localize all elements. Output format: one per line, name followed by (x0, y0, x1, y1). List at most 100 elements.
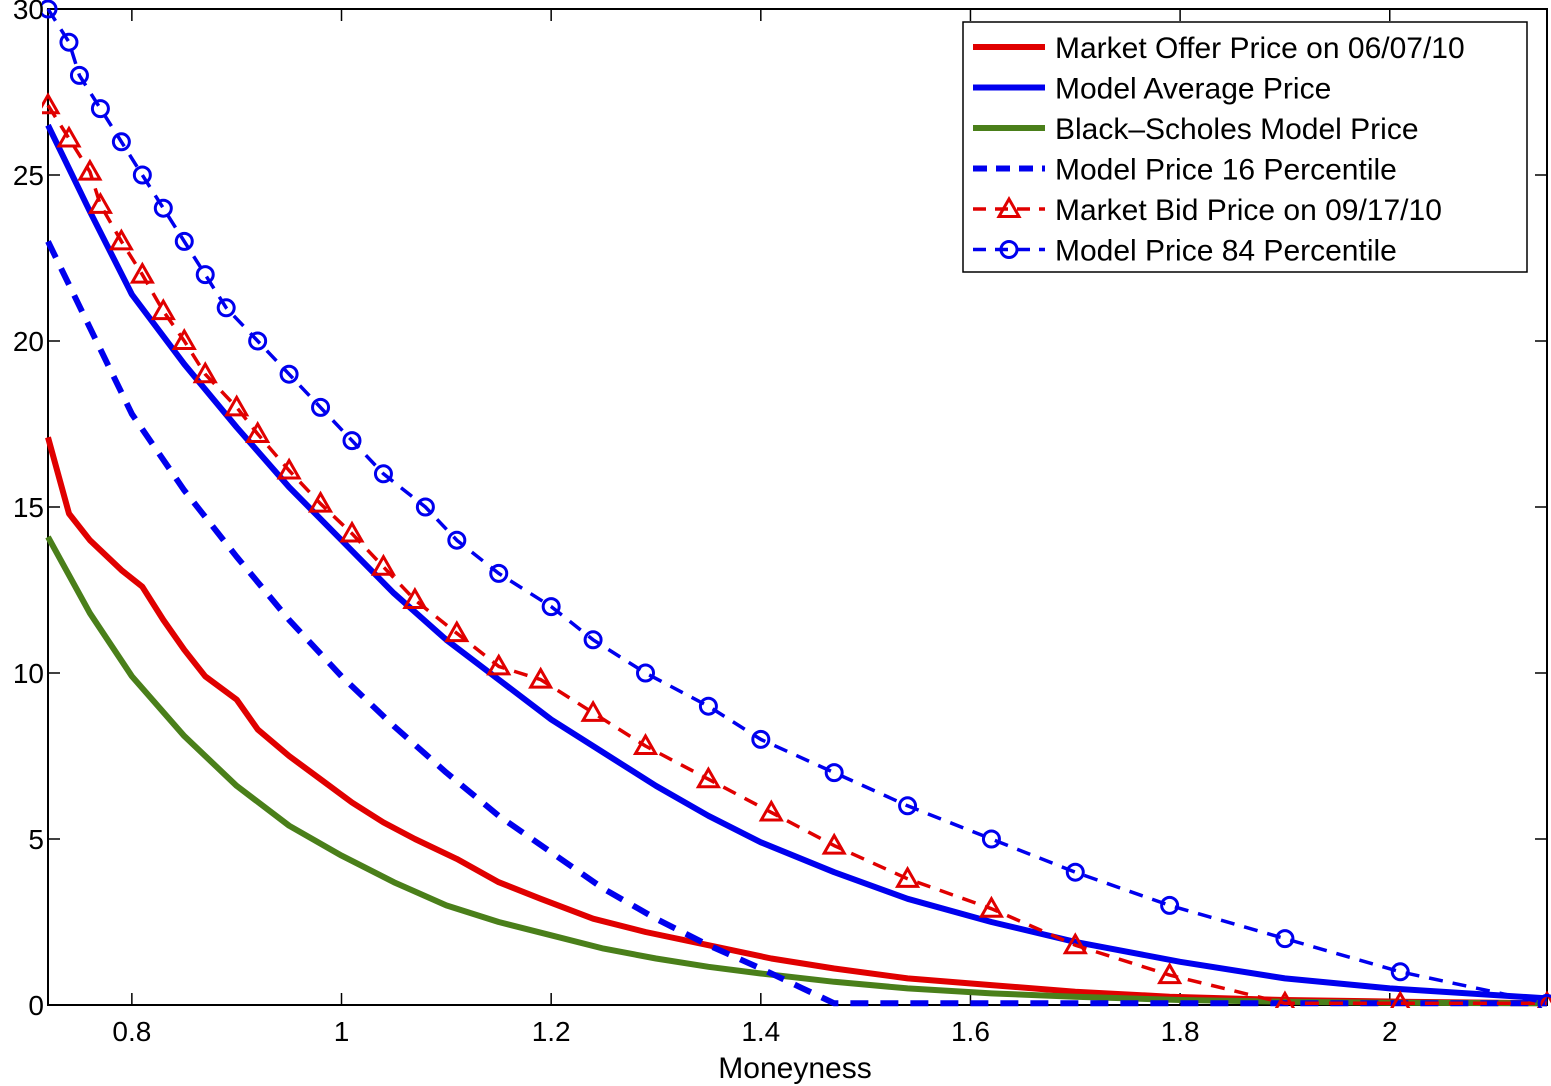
data-point (1390, 962, 1410, 982)
legend-entry: Model Price 84 Percentile (973, 235, 1397, 268)
data-point (486, 653, 512, 676)
data-point (632, 733, 659, 756)
data-point (129, 261, 155, 284)
data-point (1537, 993, 1551, 1008)
y-tick-label: 0 (28, 990, 44, 1021)
series-6 (42, 0, 1551, 1008)
data-point (1390, 990, 1411, 1008)
data-point (898, 796, 918, 816)
y-tick-label: 20 (13, 326, 44, 357)
legend-entry: Model Average Price (973, 73, 1331, 106)
series-line (45, 436, 1548, 1007)
x-tick-label: 1 (334, 1016, 350, 1047)
data-point (307, 490, 334, 513)
data-point (824, 763, 844, 783)
data-point (69, 65, 89, 85)
y-tick-label: 10 (13, 658, 44, 689)
data-point (528, 666, 554, 689)
data-point (695, 766, 721, 789)
legend-marker (996, 195, 1022, 218)
legend-marker (999, 240, 1019, 259)
data-point (245, 420, 271, 443)
data-point (192, 361, 218, 384)
series-group (42, 0, 1551, 1008)
data-point (415, 497, 435, 517)
legend-label: Model Price 16 Percentile (1055, 154, 1397, 187)
series-line (46, 8, 1548, 1006)
legend-label: Black–Scholes Model Price (1055, 113, 1419, 146)
data-point (153, 198, 173, 218)
data-point (248, 331, 268, 351)
x-axis-title: Moneyness (718, 1052, 871, 1085)
data-point (42, 0, 58, 19)
legend-label: Market Offer Price on 06/07/10 (1055, 32, 1465, 65)
data-point (636, 663, 656, 683)
data-point (339, 520, 365, 543)
data-point (279, 364, 299, 384)
data-point (1274, 990, 1296, 1008)
series-2 (45, 123, 1548, 1002)
data-point (978, 895, 1005, 918)
data-point (447, 530, 467, 550)
data-point (174, 231, 194, 251)
data-point (1062, 932, 1088, 955)
data-point (90, 99, 110, 119)
legend: Market Offer Price on 06/07/10 Model Aver… (962, 21, 1528, 273)
data-point (444, 620, 470, 643)
series-line (45, 123, 1548, 1002)
data-point (821, 832, 847, 855)
data-point (894, 865, 921, 888)
data-point (402, 586, 428, 609)
x-tick-label: 1.8 (1161, 1016, 1200, 1047)
series-3 (45, 535, 1548, 1007)
data-point (583, 630, 603, 650)
data-point (77, 158, 103, 181)
data-point (489, 563, 509, 583)
data-point (87, 191, 113, 214)
series-line (45, 240, 1547, 1007)
data-point (1536, 990, 1551, 1008)
y-tick-label: 15 (13, 492, 44, 523)
legend-box (962, 21, 1528, 273)
x-tick-label: 1.4 (741, 1016, 780, 1047)
data-point (59, 32, 79, 52)
legend-entry: Model Price 16 Percentile (973, 154, 1397, 187)
data-point (56, 125, 82, 148)
data-point (216, 298, 236, 318)
data-point (370, 553, 397, 576)
series-line (46, 104, 1547, 1006)
y-tick-label: 30 (13, 0, 44, 25)
series-4 (45, 240, 1547, 1007)
data-point (1157, 962, 1183, 985)
data-point (580, 699, 606, 722)
data-point (1160, 895, 1180, 915)
data-point (342, 431, 362, 451)
x-tick-label: 2 (1382, 1016, 1398, 1047)
data-point (698, 696, 718, 716)
x-tick-label: 0.8 (112, 1016, 151, 1047)
series-5 (42, 92, 1551, 1008)
series-1 (45, 436, 1548, 1007)
data-point (108, 228, 134, 251)
legend-label: Model Price 84 Percentile (1055, 235, 1397, 268)
data-point (541, 597, 561, 617)
legend-entry: Market Bid Price on 09/17/10 (973, 194, 1442, 227)
legend-entry: Black–Scholes Model Price (973, 113, 1419, 146)
data-point (276, 457, 302, 480)
data-point (373, 464, 393, 484)
data-point (111, 132, 131, 152)
data-point (751, 729, 771, 749)
y-tick-label: 5 (28, 824, 44, 855)
data-point (311, 397, 331, 417)
data-point (1065, 862, 1085, 882)
legend-label: Market Bid Price on 09/17/10 (1055, 194, 1442, 227)
data-point (758, 799, 784, 822)
data-point (42, 92, 61, 115)
x-tick-label: 1.6 (951, 1016, 990, 1047)
data-point (981, 829, 1001, 849)
data-point (195, 265, 215, 285)
data-point (1275, 929, 1295, 949)
data-point (150, 298, 176, 321)
